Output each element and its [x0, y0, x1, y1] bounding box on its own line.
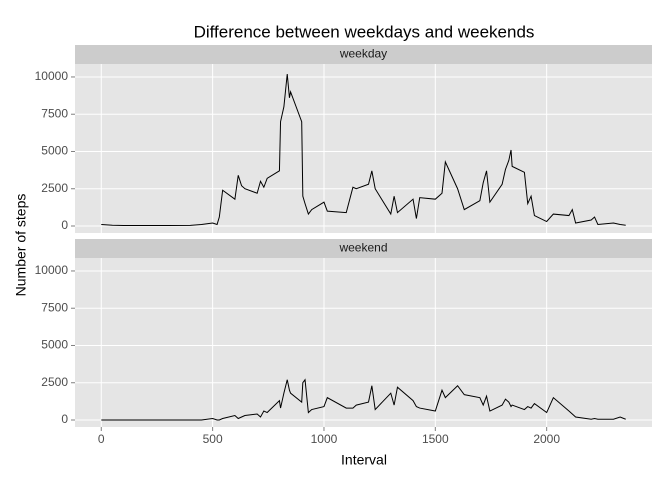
x-tick-label: 500 — [203, 432, 223, 446]
panel-background — [75, 258, 652, 427]
facet-label: weekend — [338, 241, 387, 255]
y-tick-label: 2500 — [41, 375, 68, 389]
y-tick-label: 5000 — [41, 144, 68, 158]
y-axis-label: Number of steps — [13, 194, 29, 297]
facet-strip — [75, 45, 652, 64]
y-tick-label: 0 — [61, 412, 68, 426]
y-tick-label: 10000 — [35, 69, 69, 83]
data-line — [101, 378, 626, 421]
data-line — [101, 73, 626, 227]
facet-label: weekday — [339, 47, 387, 61]
y-tick-label: 0 — [61, 218, 68, 232]
chart-title: Difference between weekdays and weekends — [194, 22, 535, 41]
x-tick-label: 1000 — [311, 432, 338, 446]
x-tick-label: 2000 — [533, 432, 560, 446]
x-tick-label: 1500 — [422, 432, 449, 446]
x-axis-label: Interval — [341, 452, 387, 468]
y-tick-label: 7500 — [41, 106, 68, 120]
y-tick-label: 2500 — [41, 181, 68, 195]
x-tick-label: 0 — [98, 432, 105, 446]
facet-strip — [75, 239, 652, 258]
y-tick-label: 10000 — [35, 263, 69, 277]
y-tick-label: 5000 — [41, 338, 68, 352]
y-tick-label: 7500 — [41, 300, 68, 314]
panel-background — [75, 64, 652, 233]
